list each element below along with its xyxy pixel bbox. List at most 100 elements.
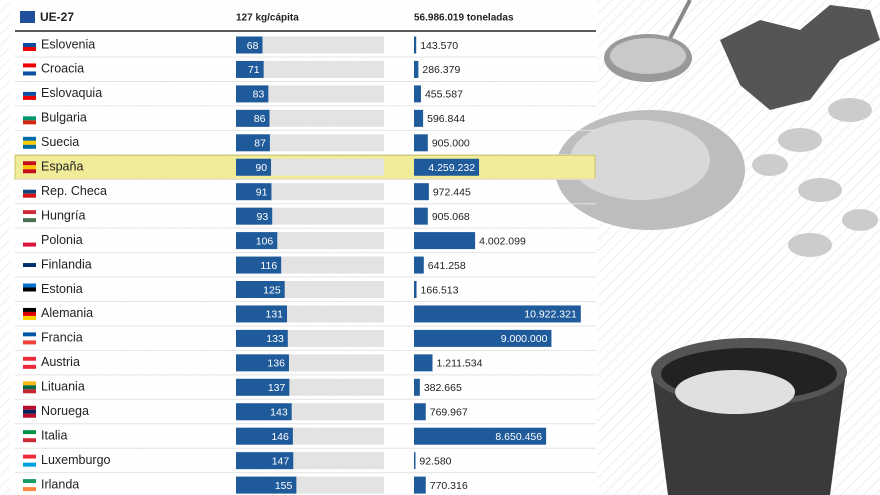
value-label: 905.000 — [432, 138, 470, 150]
value-label: 10.922.321 — [524, 309, 577, 321]
value-label: 116 — [260, 260, 277, 272]
bar — [414, 183, 429, 201]
value-label: 125 — [263, 284, 281, 296]
value-label: 8.650.456 — [495, 431, 542, 443]
value-label: 4.002.099 — [479, 235, 526, 247]
flag — [23, 356, 36, 361]
flag — [23, 47, 36, 51]
value-label: 382.665 — [424, 382, 462, 394]
value-label: 143 — [270, 407, 288, 419]
bar — [236, 427, 293, 445]
flag — [23, 483, 36, 488]
country-label: Finlandia — [41, 257, 92, 271]
value-label: 972.445 — [433, 186, 471, 198]
flag — [23, 189, 36, 194]
value-label: 90 — [255, 162, 267, 174]
flag — [23, 430, 36, 435]
legend-entry: 56.986.019 toneladas — [414, 13, 514, 24]
flag — [23, 307, 36, 312]
flag — [23, 242, 36, 247]
value-label: 166.513 — [421, 284, 459, 296]
flag — [23, 238, 36, 243]
value-label: 641.258 — [428, 260, 466, 272]
flag — [23, 287, 36, 292]
flag — [23, 169, 36, 174]
bar — [236, 403, 292, 421]
flag — [23, 458, 36, 463]
flag — [23, 283, 36, 288]
flag — [23, 389, 36, 394]
bar — [414, 329, 552, 347]
flag — [23, 112, 36, 117]
flag — [23, 87, 36, 92]
flag — [23, 263, 36, 268]
bar — [236, 232, 278, 250]
country-label: Suecia — [41, 135, 79, 149]
bar — [236, 305, 288, 323]
value-label: 596.844 — [427, 113, 465, 125]
flag — [23, 454, 36, 459]
flag — [23, 39, 36, 43]
flag — [23, 479, 36, 484]
bar — [414, 158, 480, 176]
bar — [414, 378, 420, 396]
bar — [414, 354, 433, 372]
value-label: 87 — [254, 138, 266, 150]
value-label: 131 — [265, 309, 283, 321]
flag — [23, 364, 36, 369]
flag — [23, 120, 36, 125]
bar — [236, 329, 288, 347]
country-label: Estonia — [41, 282, 83, 296]
flag — [23, 161, 36, 166]
flag — [23, 218, 36, 223]
country-label: Irlanda — [41, 477, 79, 491]
flag — [23, 71, 36, 76]
flag — [23, 340, 36, 345]
flag — [23, 291, 36, 296]
bar — [236, 207, 273, 225]
country-label: Eslovenia — [41, 37, 95, 51]
bar-track — [236, 36, 384, 54]
flag — [23, 193, 36, 198]
flag — [23, 434, 36, 439]
bar — [236, 134, 270, 152]
country-label: Eslovaquia — [41, 86, 102, 100]
decoration — [555, 0, 880, 495]
country-label: Hungría — [41, 208, 86, 222]
value-label: 86 — [254, 113, 266, 125]
value-label: 137 — [268, 382, 286, 394]
bar-track — [236, 109, 384, 127]
value-label: 286.379 — [422, 64, 460, 76]
flag — [23, 267, 36, 272]
value-label: 9.000.000 — [501, 333, 548, 345]
bar — [236, 256, 282, 274]
flag — [23, 116, 36, 121]
value-label: 769.967 — [430, 407, 468, 419]
header-label: UE-27 — [40, 10, 74, 24]
value-label: 770.316 — [430, 480, 468, 492]
country-label: Croacia — [41, 62, 84, 76]
country-label: Italia — [41, 428, 67, 442]
value-label: 92.580 — [419, 455, 451, 467]
country-label: Noruega — [41, 404, 89, 418]
flag — [23, 360, 36, 365]
bar — [414, 281, 417, 298]
bar — [236, 183, 272, 201]
flag — [23, 67, 36, 72]
flag — [23, 405, 36, 410]
bar — [236, 281, 285, 298]
country-label: Rep. Checa — [41, 184, 107, 198]
country-label: España — [41, 160, 83, 174]
bar — [414, 85, 421, 103]
flag — [23, 43, 36, 47]
value-label: 905.068 — [432, 211, 470, 223]
bar — [236, 109, 270, 127]
bar — [236, 158, 272, 176]
value-label: 136 — [267, 358, 285, 370]
flag — [23, 336, 36, 341]
flag — [23, 487, 36, 492]
flag — [23, 315, 36, 320]
flag — [23, 63, 36, 68]
flag — [23, 165, 36, 170]
